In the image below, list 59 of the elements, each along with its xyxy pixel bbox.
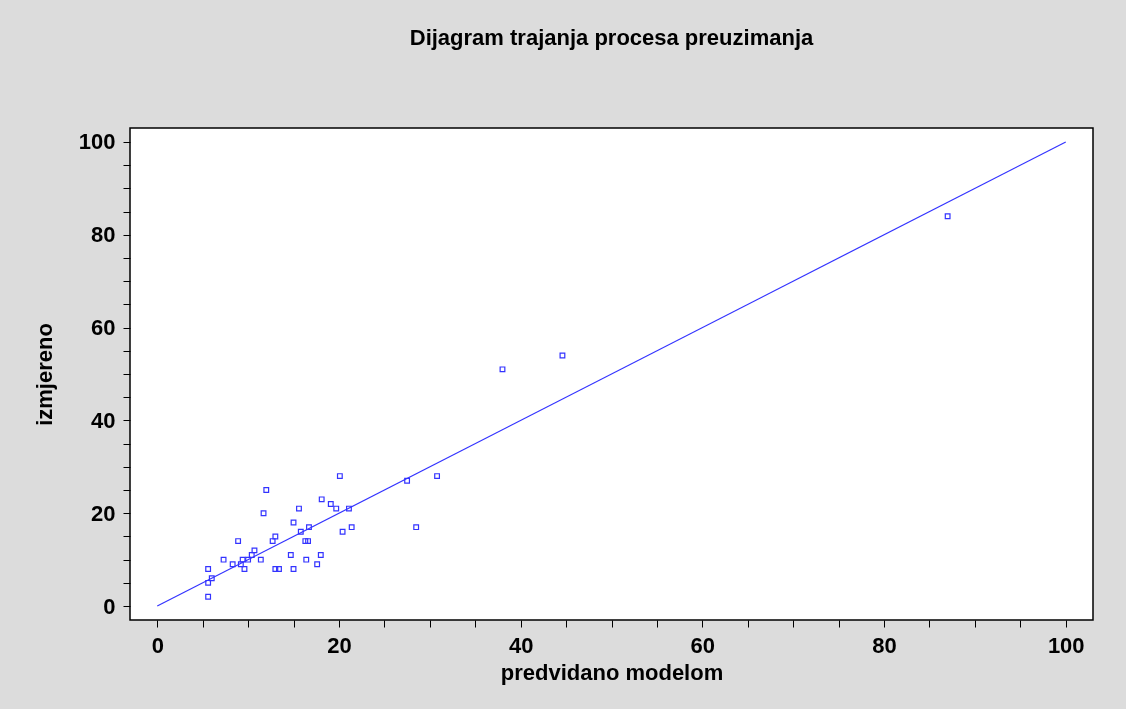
point [245, 556, 252, 563]
x-tick-label: 60 [690, 632, 716, 658]
point [305, 538, 312, 545]
point [302, 538, 309, 545]
point [272, 533, 279, 540]
point [346, 505, 352, 512]
point [327, 501, 334, 507]
point [944, 213, 951, 220]
point [499, 366, 506, 373]
y-tick-label: 100 [78, 129, 116, 155]
y-tick-label: 0 [103, 593, 116, 619]
y-tick-label: 80 [91, 222, 116, 248]
x-tick-label: 0 [151, 632, 164, 658]
y-tick-label: 60 [91, 315, 116, 341]
point [272, 566, 279, 572]
point [263, 487, 270, 493]
point [297, 528, 304, 535]
x-tick-label: 40 [508, 632, 534, 658]
point [205, 566, 212, 572]
x-tick-label: 100 [1047, 632, 1085, 658]
point [303, 556, 310, 563]
point [287, 552, 294, 558]
chart-title: Dijagram trajanja procesa preuzimanja [409, 25, 814, 50]
point [314, 561, 321, 568]
point [404, 477, 411, 484]
point [339, 528, 346, 535]
point [333, 505, 340, 512]
point [220, 556, 227, 563]
point [413, 524, 420, 531]
point [229, 561, 236, 568]
point [559, 352, 566, 359]
point [276, 566, 282, 572]
point [318, 496, 325, 503]
point [248, 552, 255, 558]
point [290, 519, 297, 526]
point [306, 524, 312, 531]
y-axis-title: izmjereno [31, 323, 57, 426]
point [237, 561, 244, 568]
point [290, 566, 297, 572]
y-tick-label: 40 [91, 407, 116, 433]
point [251, 547, 258, 554]
point [296, 505, 302, 512]
point [269, 538, 276, 545]
point [208, 575, 215, 582]
point [241, 566, 248, 572]
point [260, 510, 267, 517]
x-tick-label: 20 [327, 632, 352, 658]
point [205, 593, 212, 600]
point [434, 473, 441, 480]
point [235, 538, 242, 545]
point [239, 556, 246, 563]
point [257, 556, 264, 563]
x-tick-label: 80 [872, 632, 897, 658]
point [348, 524, 355, 531]
y-tick-label: 20 [91, 500, 116, 526]
point [317, 552, 324, 558]
x-axis-title: predvidano modelom [500, 659, 724, 685]
point [205, 579, 212, 586]
point [336, 473, 343, 480]
